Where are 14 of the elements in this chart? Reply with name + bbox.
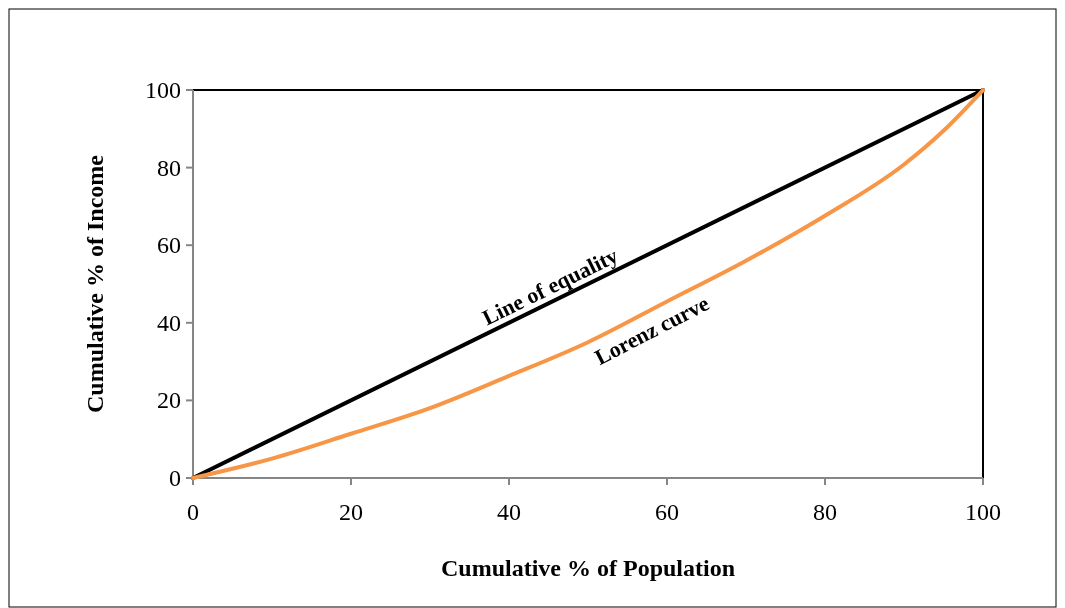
x-tick-label: 60 xyxy=(655,499,679,525)
x-tick-label: 80 xyxy=(813,499,837,525)
x-tick-label: 0 xyxy=(187,499,199,525)
x-tick-label: 40 xyxy=(497,499,521,525)
x-tick-label: 100 xyxy=(965,499,1001,525)
y-tick-label: 0 xyxy=(169,465,181,491)
x-axis-title: Cumulative % of Population xyxy=(440,555,736,581)
y-tick-label: 100 xyxy=(145,77,181,103)
y-tick-label: 20 xyxy=(157,387,181,414)
y-tick-label: 40 xyxy=(157,309,181,336)
y-tick-label: 80 xyxy=(157,154,181,181)
x-tick-label: 20 xyxy=(339,499,363,525)
y-tick-label: 60 xyxy=(157,232,181,259)
y-axis-title: Cumulative % of Income xyxy=(82,154,108,413)
